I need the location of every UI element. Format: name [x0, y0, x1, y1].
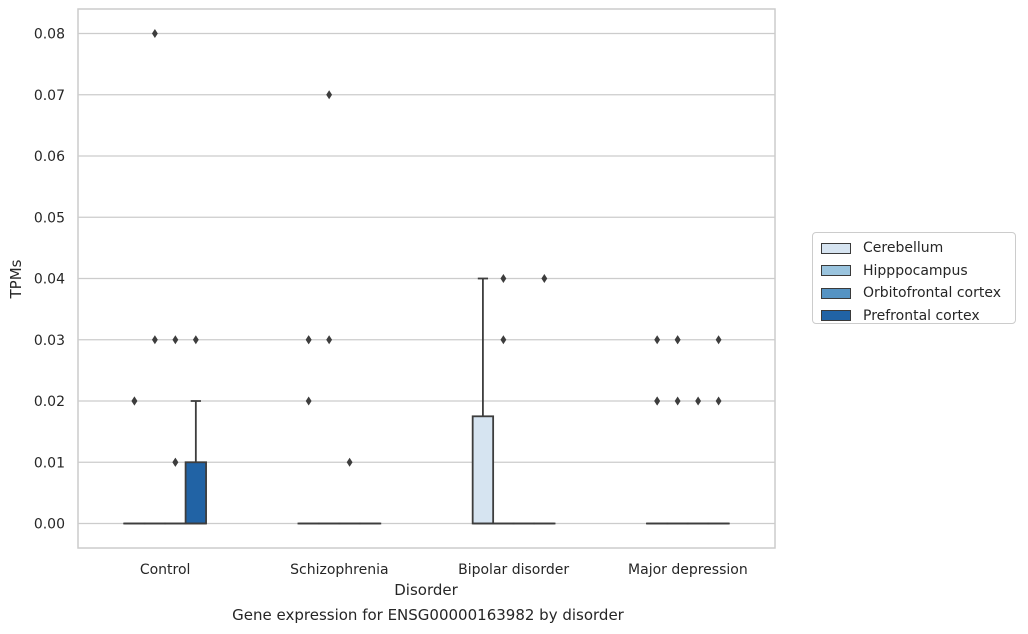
x-tick-label: Control — [140, 562, 191, 578]
legend-item: Prefrontal cortex — [821, 305, 1007, 328]
y-tick-label: 0.00 — [34, 517, 65, 533]
x-axis-label: Disorder — [394, 581, 458, 599]
legend-swatch — [821, 287, 851, 299]
box-prefrontal-cortex — [184, 335, 207, 525]
outlier-point — [654, 396, 661, 406]
outlier-point — [695, 396, 702, 406]
outlier-point — [500, 274, 507, 283]
box-cerebellum — [123, 396, 146, 525]
legend-swatch — [821, 242, 851, 254]
outlier-point — [192, 335, 199, 345]
y-tick-labels: 0.00 0.01 0.02 0.03 0.04 0.05 0.06 0.07 0.08 — [34, 27, 65, 533]
grid-lines — [78, 32, 775, 525]
legend-label: Prefrontal cortex — [863, 307, 980, 324]
box-cerebellum — [297, 335, 320, 525]
chart-caption: Gene expression for ENSG00000163982 by d… — [232, 606, 624, 624]
box-hipppocampus — [318, 90, 341, 525]
x-tick-label: Schizophrenia — [290, 562, 388, 578]
outlier-point — [541, 274, 548, 283]
box-prefrontal-cortex — [533, 274, 556, 525]
legend-swatch — [821, 265, 851, 277]
outlier-point — [326, 90, 333, 100]
legend-item: Cerebellum — [821, 237, 1007, 260]
outlier-point — [346, 457, 353, 467]
legend-label: Hipppocampus — [863, 262, 968, 279]
y-tick-label: 0.02 — [34, 394, 65, 410]
y-tick-label: 0.06 — [34, 149, 65, 165]
outlier-point — [172, 457, 179, 467]
outlier-point — [151, 335, 158, 345]
legend-swatch — [821, 310, 851, 322]
legend-label: Cerebellum — [863, 240, 944, 257]
x-tick-label: Major depression — [628, 562, 748, 578]
outlier-point — [715, 396, 722, 406]
y-tick-label: 0.05 — [34, 210, 65, 226]
legend-label: Orbitofrontal cortex — [863, 285, 1001, 302]
y-tick-label: 0.08 — [34, 27, 65, 43]
box-orbitofrontal-cortex — [338, 457, 361, 525]
legend: Cerebellum Hipppocampus Orbitofrontal cort… — [812, 232, 1016, 324]
outlier-point — [500, 335, 507, 345]
legend-item: Hipppocampus — [821, 260, 1007, 283]
x-tick-label: Bipolar disorder — [458, 562, 569, 578]
box-cerebellum — [471, 277, 495, 525]
outlier-point — [305, 335, 312, 345]
outlier-point — [715, 335, 722, 345]
outlier-point — [654, 335, 661, 345]
y-tick-label: 0.01 — [34, 455, 65, 471]
x-tick-labels: Control Schizophrenia Bipolar disorder Majo… — [140, 562, 748, 578]
outlier-point — [172, 335, 179, 345]
legend-item: Orbitofrontal cortex — [821, 282, 1007, 305]
box-hipppocampus — [492, 274, 515, 525]
outlier-point — [131, 396, 138, 406]
outlier-point — [151, 29, 158, 38]
box-orbitofrontal-cortex — [164, 335, 187, 525]
box-hipppocampus — [666, 335, 689, 525]
outlier-point — [326, 335, 333, 345]
box-hipppocampus — [143, 29, 167, 525]
box-body — [471, 415, 495, 525]
y-tick-label: 0.04 — [34, 272, 65, 288]
box-marks — [123, 29, 730, 525]
outlier-point — [674, 335, 681, 345]
box-orbitofrontal-cortex — [686, 396, 710, 525]
y-axis-label: TPMs — [7, 259, 25, 299]
box-cerebellum — [646, 335, 669, 525]
plot-frame — [77, 8, 776, 549]
outlier-point — [674, 396, 681, 406]
outlier-point — [305, 396, 312, 406]
box-prefrontal-cortex — [707, 335, 730, 525]
y-tick-label: 0.07 — [34, 88, 65, 104]
y-tick-label: 0.03 — [34, 333, 65, 349]
box-body — [184, 461, 207, 525]
